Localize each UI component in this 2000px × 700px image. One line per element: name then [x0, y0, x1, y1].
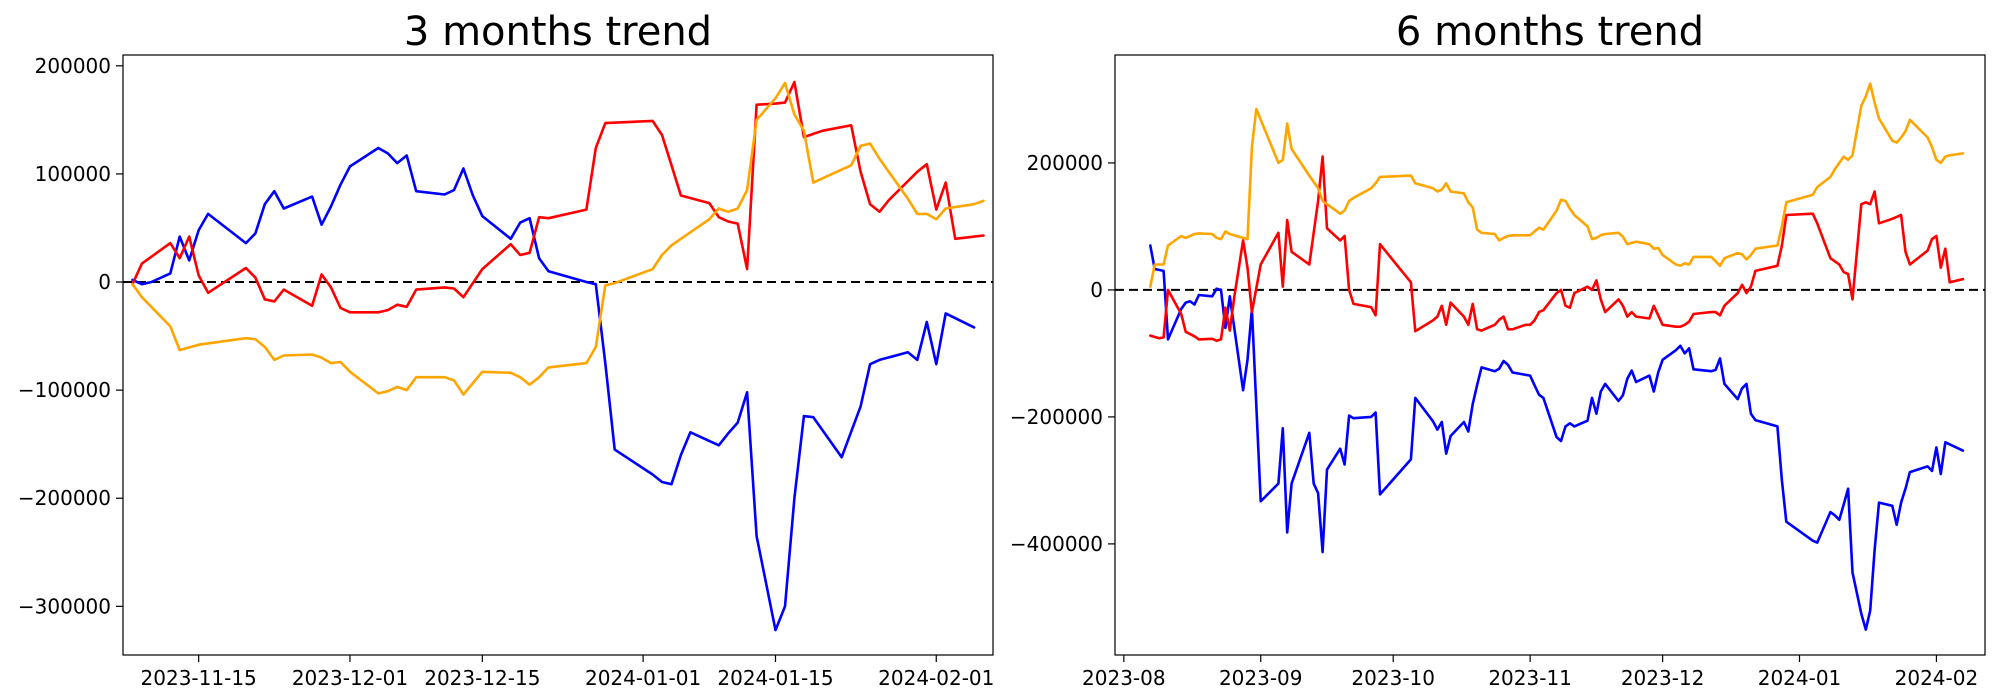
x-tick-label: 2023-11	[1488, 666, 1572, 690]
x-tick-label: 2024-01	[1758, 666, 1842, 690]
x-tick-label: 2023-10	[1351, 666, 1435, 690]
x-tick-label: 2024-01-15	[717, 666, 833, 690]
x-tick-label: 2023-09	[1219, 666, 1303, 690]
x-tick-label: 2023-11-15	[141, 666, 257, 690]
plot-area: −300000 −200000 −100000 0 100000 200000 2023-1…	[18, 54, 994, 690]
series-line-2	[1149, 155, 1965, 343]
plot-area: −400000 −200000 0 200000 2023-08 2023-09 2023-…	[1010, 54, 1986, 690]
series-line-1	[1149, 244, 1965, 631]
y-tick-label: 200000	[35, 54, 111, 78]
x-tick-label: 2024-02-01	[878, 666, 994, 690]
series-line-2	[131, 80, 985, 314]
chart-title: 3 months trend	[404, 9, 712, 55]
plot-frame	[1114, 54, 1986, 656]
chart-6-months: 6 months trend −400000 −200000 0 200000 2023…	[1010, 9, 1986, 690]
y-tick-label: 100000	[35, 162, 111, 186]
x-tick-label: 2023-12-15	[424, 666, 540, 690]
chart-title: 6 months trend	[1396, 9, 1704, 55]
y-tick-label: −400000	[1010, 532, 1103, 556]
chart-3-months: 3 months trend −300000 −200000 −100000 0 100…	[18, 9, 994, 690]
x-tick-label: 2023-12-01	[292, 666, 408, 690]
x-tick-label: 2024-02	[1895, 666, 1979, 690]
y-tick-label: −100000	[18, 378, 111, 402]
series-line-3	[1149, 82, 1965, 289]
plot-frame	[122, 54, 994, 656]
series-line-3	[131, 81, 985, 396]
x-tick-label: 2023-12	[1621, 666, 1705, 690]
x-tick-label: 2023-08	[1082, 666, 1166, 690]
y-tick-label: 0	[98, 270, 111, 294]
y-tick-label: −200000	[18, 486, 111, 510]
y-tick-label: 200000	[1027, 151, 1103, 175]
y-tick-label: 0	[1090, 278, 1103, 302]
x-tick-label: 2024-01-01	[585, 666, 701, 690]
y-tick-label: −300000	[18, 594, 111, 618]
y-tick-label: −200000	[1010, 405, 1103, 429]
